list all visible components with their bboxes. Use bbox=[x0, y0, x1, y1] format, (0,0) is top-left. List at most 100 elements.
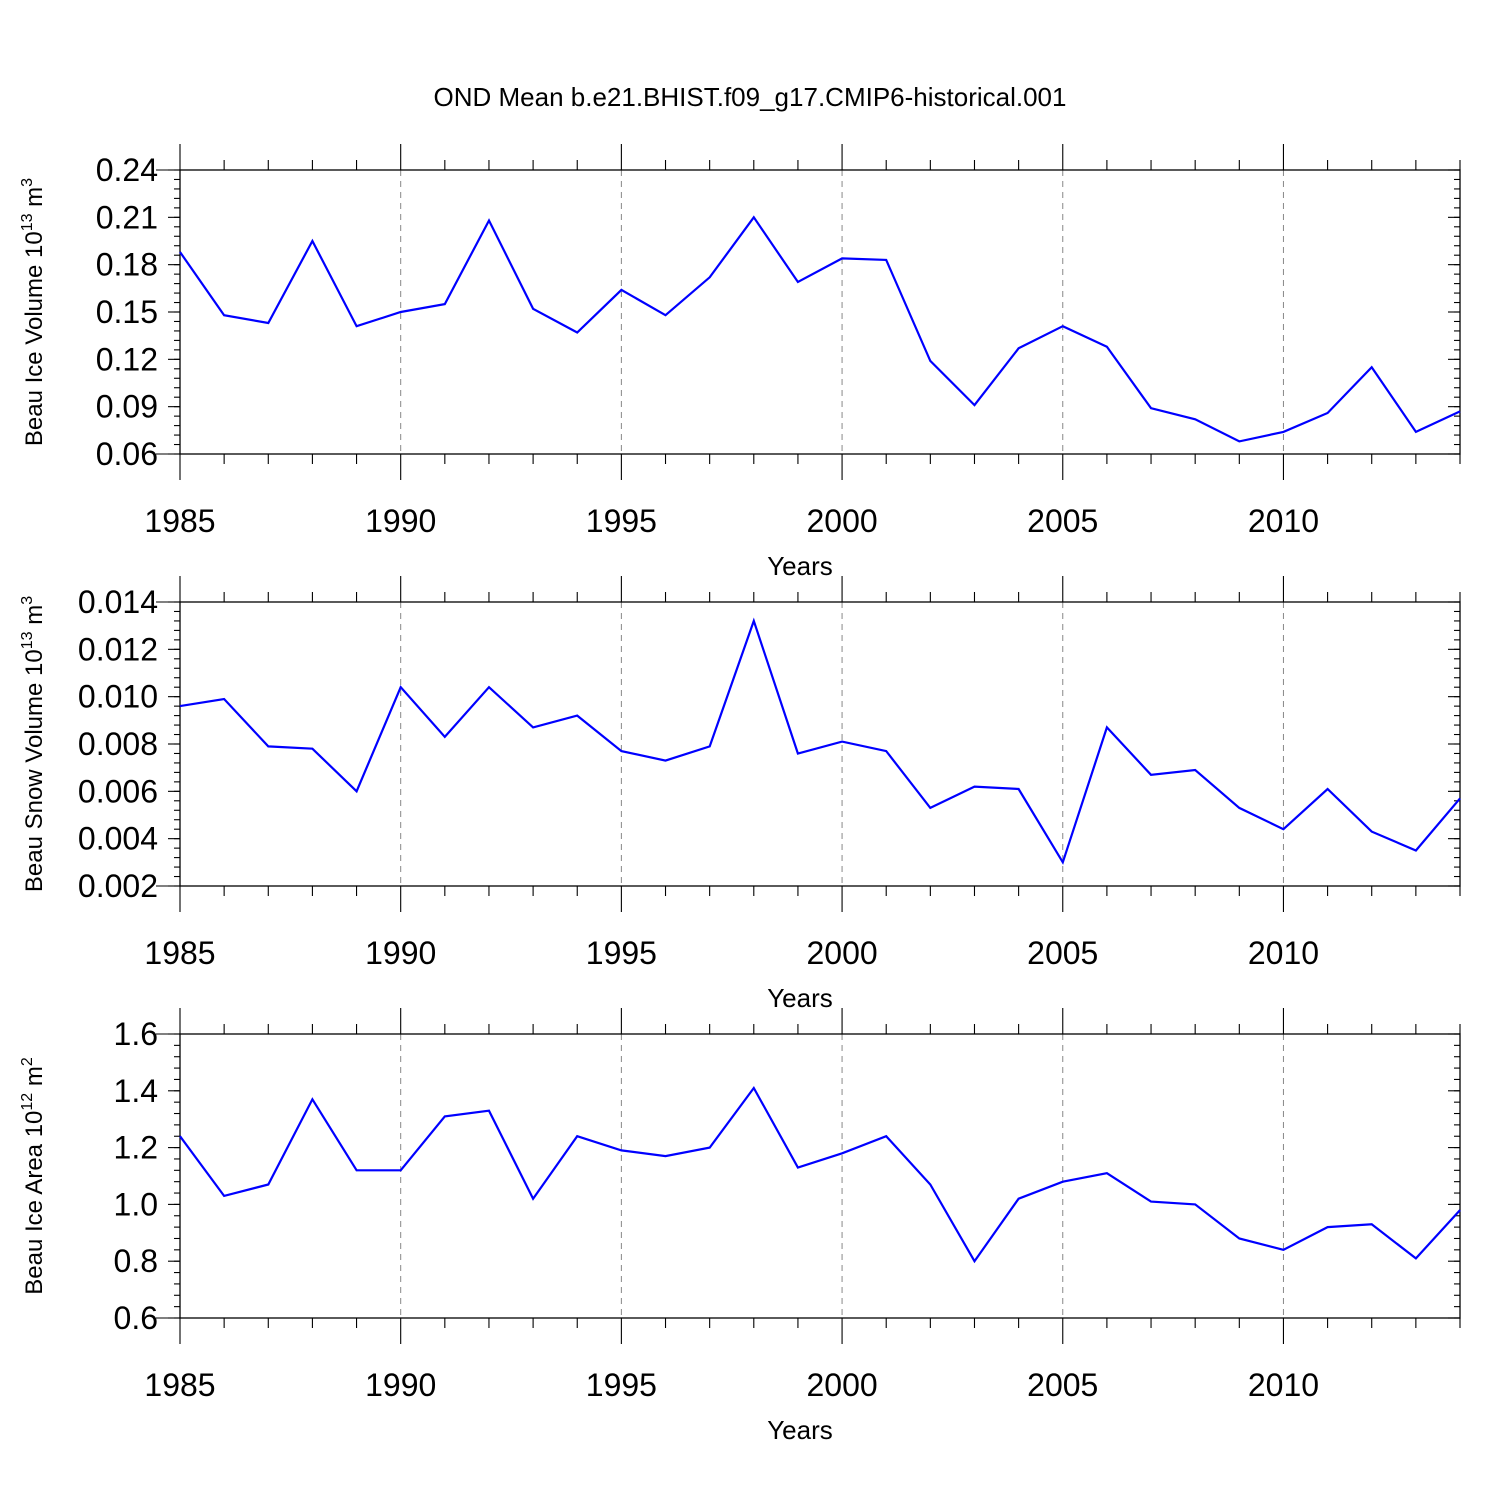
data-point bbox=[1458, 796, 1463, 801]
data-point bbox=[531, 1196, 536, 1201]
data-point bbox=[1149, 1199, 1154, 1204]
x-axis-label: Years bbox=[767, 983, 833, 1013]
x-tick-label: 1985 bbox=[144, 1367, 215, 1403]
data-point bbox=[795, 751, 800, 756]
x-tick-label: 2005 bbox=[1027, 935, 1098, 971]
data-point bbox=[663, 1154, 668, 1159]
data-point bbox=[1369, 1222, 1374, 1227]
data-point bbox=[354, 324, 359, 329]
x-tick-label: 1990 bbox=[365, 1367, 436, 1403]
data-point bbox=[619, 287, 624, 292]
data-point bbox=[663, 758, 668, 763]
data-point bbox=[1104, 725, 1109, 730]
data-point bbox=[442, 302, 447, 307]
x-tick-label: 1985 bbox=[144, 503, 215, 539]
data-point bbox=[575, 1134, 580, 1139]
data-point bbox=[884, 749, 889, 754]
x-tick-label: 2000 bbox=[806, 1367, 877, 1403]
plot-frame bbox=[179, 169, 1461, 455]
data-point bbox=[1458, 409, 1463, 414]
y-tick-label: 1.0 bbox=[114, 1186, 158, 1222]
data-point bbox=[1413, 429, 1418, 434]
data-point bbox=[707, 275, 712, 280]
data-point bbox=[1413, 1256, 1418, 1261]
data-point bbox=[266, 321, 271, 326]
y-tick-label: 0.004 bbox=[78, 821, 158, 857]
data-point bbox=[1325, 786, 1330, 791]
data-point bbox=[1237, 1236, 1242, 1241]
y-tick-label: 0.18 bbox=[96, 247, 158, 283]
y-axis-label: Beau Ice Volume 1013 m3 bbox=[19, 178, 48, 446]
data-point bbox=[1104, 344, 1109, 349]
chart-panel-2: 0.002 0.004 0.006 0.008 0.010 0.012 0.014 1985 1… bbox=[19, 576, 1463, 1013]
x-tick-label: 2005 bbox=[1027, 503, 1098, 539]
data-point bbox=[1325, 1225, 1330, 1230]
data-point bbox=[1237, 439, 1242, 444]
data-point bbox=[178, 250, 183, 255]
data-point bbox=[751, 618, 756, 623]
plot-frame bbox=[179, 1033, 1461, 1319]
data-point bbox=[1281, 429, 1286, 434]
data-point bbox=[795, 280, 800, 285]
data-point bbox=[1281, 827, 1286, 832]
data-point bbox=[1369, 365, 1374, 370]
data-point bbox=[398, 685, 403, 690]
data-point bbox=[222, 697, 227, 702]
data-point bbox=[310, 1097, 315, 1102]
y-tick-label: 1.2 bbox=[114, 1130, 158, 1166]
data-point bbox=[619, 749, 624, 754]
data-point bbox=[840, 1151, 845, 1156]
data-point bbox=[1016, 1196, 1021, 1201]
data-point bbox=[222, 313, 227, 318]
y-tick-label: 0.8 bbox=[114, 1243, 158, 1279]
data-point bbox=[840, 739, 845, 744]
data-point bbox=[1369, 829, 1374, 834]
series-line bbox=[179, 215, 1461, 443]
data-point bbox=[663, 313, 668, 318]
x-tick-label: 2010 bbox=[1248, 503, 1319, 539]
data-point bbox=[266, 744, 271, 749]
data-point bbox=[795, 1165, 800, 1170]
x-tick-label: 1990 bbox=[365, 503, 436, 539]
data-point bbox=[840, 256, 845, 261]
plot-frame bbox=[179, 601, 1461, 887]
x-tick-label: 2000 bbox=[806, 935, 877, 971]
data-point bbox=[575, 330, 580, 335]
data-point bbox=[707, 1145, 712, 1150]
x-tick-label: 2000 bbox=[806, 503, 877, 539]
data-point bbox=[178, 704, 183, 709]
chart-panel-1: 0.06 0.09 0.12 0.15 0.18 0.21 0.24 1985 1990 1995… bbox=[19, 144, 1463, 581]
data-point bbox=[1149, 406, 1154, 411]
data-point bbox=[266, 1182, 271, 1187]
x-tick-label: 2010 bbox=[1248, 1367, 1319, 1403]
y-tick-label: 0.09 bbox=[96, 389, 158, 425]
y-tick-label: 0.010 bbox=[78, 679, 158, 715]
data-point bbox=[1281, 1247, 1286, 1252]
data-point bbox=[928, 358, 933, 363]
data-point bbox=[1016, 786, 1021, 791]
data-point bbox=[972, 784, 977, 789]
data-point bbox=[442, 1114, 447, 1119]
x-axis-label: Years bbox=[767, 551, 833, 581]
y-tick-label: 0.002 bbox=[78, 868, 158, 904]
chart-panels: 0.06 0.09 0.12 0.15 0.18 0.21 0.24 1985 1990 1995… bbox=[19, 144, 1463, 1445]
x-axis-label: Years bbox=[767, 1415, 833, 1445]
y-tick-label: 0.12 bbox=[96, 341, 158, 377]
y-tick-label: 0.008 bbox=[78, 726, 158, 762]
data-point bbox=[1060, 860, 1065, 865]
data-point bbox=[486, 218, 491, 223]
data-point bbox=[486, 685, 491, 690]
y-tick-label: 0.21 bbox=[96, 199, 158, 235]
data-point bbox=[1193, 1202, 1198, 1207]
data-point bbox=[1016, 346, 1021, 351]
data-point bbox=[575, 713, 580, 718]
data-point bbox=[354, 1168, 359, 1173]
data-point bbox=[310, 746, 315, 751]
data-point bbox=[1149, 772, 1154, 777]
y-tick-label: 0.012 bbox=[78, 631, 158, 667]
data-point bbox=[619, 1148, 624, 1153]
data-point bbox=[707, 744, 712, 749]
y-tick-label: 1.6 bbox=[114, 1016, 158, 1052]
data-point bbox=[751, 1085, 756, 1090]
x-tick-label: 1995 bbox=[586, 1367, 657, 1403]
